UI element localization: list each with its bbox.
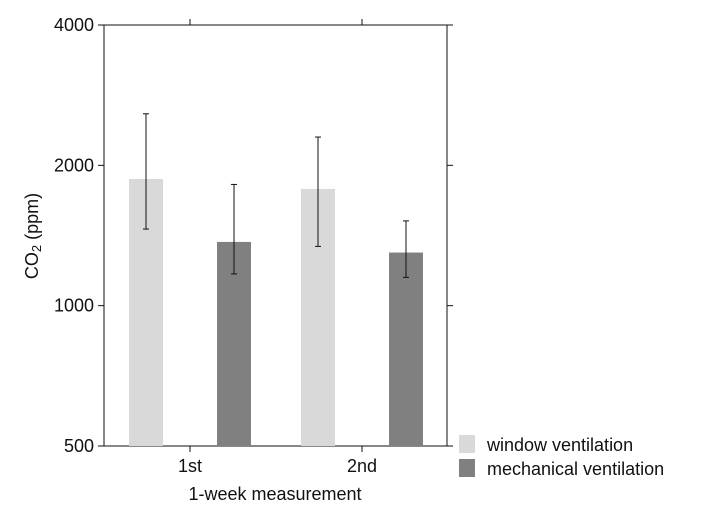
y-axis-title: CO2 (ppm)	[22, 193, 44, 279]
y-axis-title-prefix: CO	[22, 252, 42, 279]
legend-swatch-window-ventilation	[459, 435, 475, 453]
legend-swatch-mechanical-ventilation	[459, 459, 475, 477]
x-axis-title: 1-week measurement	[188, 484, 361, 504]
error-bars	[143, 113, 409, 278]
legend: window ventilation mechanical ventilatio…	[459, 435, 664, 479]
y-tick-label-1000: 1000	[54, 296, 94, 316]
y-axis-title-suffix: (ppm)	[22, 193, 42, 245]
y-tick-label-500: 500	[64, 436, 94, 456]
x-tick-label-2nd: 2nd	[347, 456, 377, 476]
y-tick-label-2000: 2000	[54, 155, 94, 175]
plot-frame	[103, 24, 448, 447]
y-axis-title-subscript: 2	[29, 245, 44, 252]
bar-mechanical-ventilation-1st	[217, 241, 251, 446]
y-tick-label-4000: 4000	[54, 15, 94, 35]
legend-label-window-ventilation: window ventilation	[486, 435, 633, 455]
y-axis-ticks: 500 1000 2000 4000	[54, 15, 453, 456]
legend-label-mechanical-ventilation: mechanical ventilation	[487, 459, 664, 479]
bars	[129, 178, 423, 446]
bar-mechanical-ventilation-2nd	[389, 252, 423, 446]
x-axis-ticks: 1st 2nd	[178, 19, 377, 476]
x-tick-label-1st: 1st	[178, 456, 202, 476]
